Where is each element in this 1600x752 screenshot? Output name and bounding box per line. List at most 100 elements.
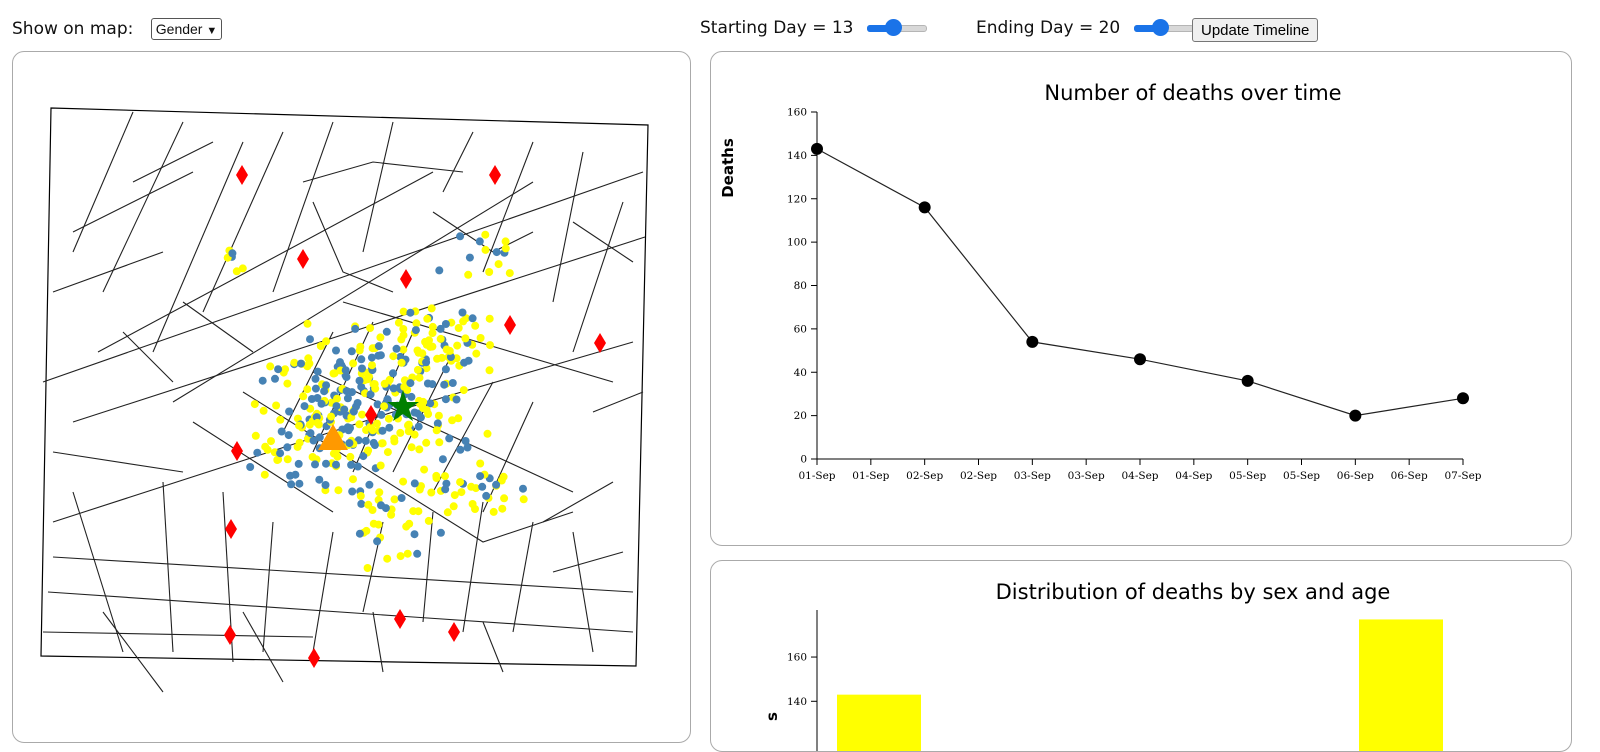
death-point-female bbox=[295, 421, 303, 430]
death-point-male bbox=[460, 358, 469, 367]
death-point-male bbox=[295, 479, 304, 488]
bar bbox=[1359, 619, 1443, 751]
death-point-female bbox=[500, 494, 509, 503]
death-point-male bbox=[382, 327, 391, 336]
show-on-map-select[interactable]: Gender ▼ bbox=[150, 18, 223, 40]
death-point-male bbox=[370, 441, 379, 450]
death-point-male bbox=[373, 400, 382, 409]
death-point-female bbox=[251, 431, 260, 440]
death-point-female bbox=[260, 470, 269, 479]
y-tick-label: 60 bbox=[794, 323, 807, 335]
death-point-female bbox=[457, 488, 466, 497]
death-point-male bbox=[311, 374, 320, 383]
death-point-male bbox=[322, 459, 330, 468]
death-point-female bbox=[486, 341, 494, 350]
death-point-male bbox=[492, 480, 501, 489]
death-point-male bbox=[452, 395, 461, 404]
death-point-female bbox=[399, 477, 408, 486]
death-point-male bbox=[351, 324, 360, 333]
slider-thumb[interactable] bbox=[884, 19, 902, 36]
death-point-female bbox=[485, 268, 494, 276]
death-point-female bbox=[471, 484, 480, 493]
show-on-map-value: Gender bbox=[155, 21, 203, 37]
death-point-female bbox=[389, 352, 398, 361]
death-point-male bbox=[456, 232, 465, 241]
death-point-female bbox=[327, 412, 336, 421]
death-point-male bbox=[332, 402, 341, 411]
series-line bbox=[816, 148, 1464, 417]
death-point-female bbox=[396, 552, 405, 561]
death-point-female bbox=[481, 230, 490, 239]
deaths-by-sex-age-chart: Distribution of deaths by sex and age 14… bbox=[763, 580, 1443, 751]
data-point bbox=[1457, 392, 1469, 405]
death-point-male bbox=[519, 484, 527, 493]
slider-thumb[interactable] bbox=[1151, 19, 1169, 36]
death-point-male bbox=[374, 342, 383, 351]
death-point-female bbox=[368, 506, 377, 514]
death-point-male bbox=[341, 366, 350, 375]
death-point-male bbox=[291, 470, 300, 479]
death-point-female bbox=[375, 488, 384, 497]
starting-day-slider[interactable] bbox=[866, 18, 927, 38]
deaths-by-sex-age-panel: Distribution of deaths by sex and age 14… bbox=[710, 560, 1572, 752]
death-point-male bbox=[392, 344, 401, 353]
death-point-female bbox=[476, 459, 485, 468]
death-point-female bbox=[417, 482, 425, 491]
death-point-male bbox=[406, 308, 415, 317]
death-point-female bbox=[405, 519, 414, 528]
pump-markers bbox=[224, 165, 606, 668]
y-tick-label: 40 bbox=[794, 367, 807, 379]
death-point-female bbox=[472, 349, 481, 358]
death-point-male bbox=[377, 410, 386, 419]
death-point-male bbox=[345, 439, 354, 448]
death-point-female bbox=[355, 420, 364, 429]
death-point-male bbox=[306, 429, 315, 438]
death-point-female bbox=[261, 442, 270, 451]
death-point-male bbox=[306, 335, 314, 344]
death-point-female bbox=[489, 507, 498, 516]
pump-marker-icon bbox=[394, 609, 406, 629]
y-tick-label: 160 bbox=[787, 652, 807, 664]
death-point-male bbox=[294, 459, 303, 468]
death-point-male bbox=[407, 392, 416, 401]
cholera-map[interactable] bbox=[13, 52, 690, 742]
death-point-female bbox=[499, 472, 508, 481]
death-point-female bbox=[290, 358, 299, 367]
death-point-male bbox=[433, 419, 442, 428]
y-axis-label: Deaths bbox=[719, 138, 737, 198]
death-point-male bbox=[340, 405, 349, 414]
death-point-male bbox=[385, 423, 394, 432]
death-point-female bbox=[390, 495, 399, 504]
show-on-map-label: Show on map: bbox=[12, 19, 134, 39]
death-point-female bbox=[276, 415, 285, 424]
death-point-male bbox=[475, 237, 484, 246]
death-point-male bbox=[492, 248, 501, 257]
death-point-female bbox=[413, 365, 422, 374]
map-panel bbox=[12, 51, 691, 743]
ending-day-slider[interactable] bbox=[1133, 18, 1194, 38]
death-point-female bbox=[399, 307, 408, 316]
death-point-female bbox=[305, 420, 314, 429]
death-point-male bbox=[478, 482, 487, 491]
death-point-female bbox=[303, 319, 312, 328]
death-point-female bbox=[397, 358, 406, 367]
x-tick-label: 02-Sep bbox=[906, 470, 943, 482]
update-timeline-button[interactable]: Update Timeline bbox=[1192, 18, 1319, 42]
y-axis-label-fragment: s bbox=[763, 712, 781, 721]
death-point-male bbox=[422, 358, 431, 367]
death-point-male bbox=[313, 367, 322, 376]
death-point-female bbox=[476, 334, 485, 342]
death-point-female bbox=[383, 554, 392, 563]
x-tick-label: 07-Sep bbox=[1444, 470, 1481, 482]
death-point-male bbox=[397, 494, 406, 502]
death-point-male bbox=[283, 443, 292, 452]
death-point-female bbox=[415, 445, 424, 454]
death-point-female bbox=[399, 345, 408, 354]
x-tick-label: 04-Sep bbox=[1175, 470, 1212, 482]
death-point-male bbox=[348, 487, 357, 496]
death-point-female bbox=[468, 500, 477, 508]
death-point-female bbox=[441, 472, 449, 481]
death-point-female bbox=[435, 438, 444, 447]
pump-marker-icon bbox=[400, 269, 412, 289]
death-point-female bbox=[424, 516, 433, 525]
